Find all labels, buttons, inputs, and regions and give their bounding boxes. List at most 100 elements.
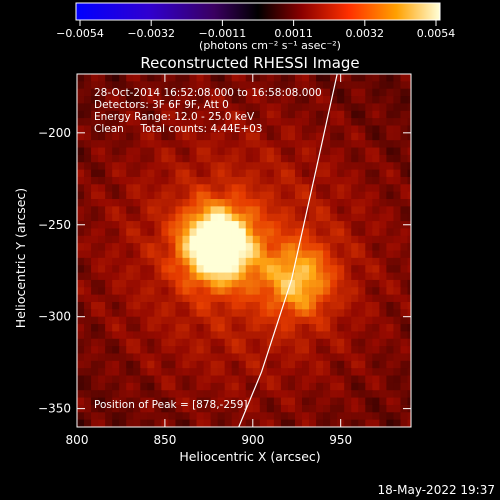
heatmap-cell bbox=[302, 301, 310, 310]
heatmap-cell bbox=[119, 265, 127, 274]
heatmap-cell bbox=[294, 360, 303, 369]
heatmap-cell bbox=[168, 301, 177, 310]
heatmap-cell bbox=[280, 125, 289, 134]
heatmap-cell bbox=[182, 147, 191, 156]
heatmap-cell bbox=[245, 346, 254, 355]
heatmap-cell bbox=[224, 199, 233, 207]
heatmap-cell bbox=[245, 353, 254, 362]
heatmap-cell bbox=[133, 199, 141, 207]
heatmap-cell bbox=[147, 140, 155, 149]
heatmap-cell bbox=[287, 397, 296, 406]
heatmap-cell bbox=[379, 228, 387, 237]
heatmap-cell bbox=[196, 294, 205, 303]
heatmap-cell bbox=[323, 382, 331, 391]
heatmap-cell bbox=[91, 353, 99, 362]
heatmap-cell bbox=[372, 265, 380, 274]
heatmap-cell bbox=[323, 206, 331, 215]
heatmap-cell bbox=[365, 191, 373, 200]
heatmap-cell bbox=[238, 81, 247, 90]
heatmap-cell bbox=[98, 88, 106, 97]
heatmap-cell bbox=[273, 206, 282, 215]
heatmap-cell bbox=[344, 176, 352, 185]
heatmap-cell bbox=[400, 353, 409, 362]
heatmap-cell bbox=[168, 206, 177, 215]
heatmap-cell bbox=[182, 154, 191, 163]
heatmap-cell bbox=[259, 316, 268, 325]
heatmap-cell bbox=[77, 397, 85, 406]
heatmap-cell bbox=[386, 199, 395, 207]
heatmap-cell bbox=[386, 221, 395, 230]
heatmap-cell bbox=[238, 96, 247, 105]
heatmap-cell bbox=[168, 360, 177, 369]
heatmap-cell bbox=[393, 287, 402, 296]
heatmap-cell bbox=[351, 118, 359, 127]
heatmap-cell bbox=[231, 74, 240, 82]
heatmap-cell bbox=[266, 397, 275, 406]
heatmap-cell bbox=[393, 96, 402, 105]
heatmap-cell bbox=[393, 360, 402, 369]
heatmap-cell bbox=[344, 74, 352, 82]
heatmap-cell bbox=[316, 191, 324, 200]
heatmap-cell bbox=[337, 221, 345, 230]
heatmap-cell bbox=[147, 324, 155, 332]
heatmap-cell bbox=[231, 382, 240, 391]
heatmap-cell bbox=[84, 331, 92, 340]
heatmap-cell bbox=[407, 353, 411, 362]
heatmap-cell bbox=[280, 103, 289, 112]
heatmap-cell bbox=[245, 316, 254, 325]
heatmap-cell bbox=[266, 331, 275, 340]
heatmap-cell bbox=[203, 250, 212, 259]
heatmap-cell bbox=[358, 360, 366, 369]
heatmap-cell bbox=[259, 257, 268, 266]
heatmap-cell bbox=[196, 96, 205, 105]
heatmap-cell bbox=[168, 353, 177, 362]
heatmap-cell bbox=[358, 265, 366, 274]
heatmap-cell bbox=[210, 412, 219, 421]
heatmap-cell bbox=[238, 235, 247, 244]
heatmap-cell bbox=[189, 88, 198, 97]
heatmap-cell bbox=[77, 110, 85, 119]
x-tick-label: 850 bbox=[153, 433, 176, 447]
heatmap-cell bbox=[91, 338, 99, 347]
heatmap-cell bbox=[287, 368, 296, 377]
footer-timestamp: 18-May-2022 19:37 bbox=[378, 483, 495, 497]
heatmap-cell bbox=[210, 235, 219, 244]
heatmap-cell bbox=[238, 184, 247, 193]
heatmap-cell bbox=[379, 331, 387, 340]
heatmap-cell bbox=[231, 287, 240, 296]
heatmap-cell bbox=[393, 324, 402, 332]
heatmap-cell bbox=[379, 301, 387, 310]
heatmap-cell bbox=[161, 154, 170, 163]
heatmap-cell bbox=[302, 132, 310, 141]
heatmap-cell bbox=[393, 265, 402, 274]
heatmap-cell bbox=[358, 191, 366, 200]
heatmap-cell bbox=[126, 301, 134, 310]
heatmap-cell bbox=[365, 154, 373, 163]
heatmap-cell bbox=[259, 118, 268, 127]
heatmap-cell bbox=[210, 309, 219, 318]
heatmap-cell bbox=[105, 132, 113, 141]
heatmap-cell bbox=[294, 154, 303, 163]
heatmap-cell bbox=[91, 125, 99, 134]
heatmap-cell bbox=[224, 206, 233, 215]
heatmap-cell bbox=[238, 397, 247, 406]
heatmap-cell bbox=[119, 96, 127, 105]
heatmap-cell bbox=[154, 206, 162, 215]
heatmap-cell bbox=[77, 279, 85, 288]
heatmap-cell bbox=[112, 110, 120, 119]
heatmap-cell bbox=[294, 81, 303, 90]
heatmap-cell bbox=[316, 118, 324, 127]
heatmap-cell bbox=[351, 147, 359, 156]
heatmap-cell bbox=[189, 103, 198, 112]
heatmap-cell bbox=[372, 331, 380, 340]
heatmap-cell bbox=[379, 132, 387, 141]
heatmap-cell bbox=[344, 228, 352, 237]
heatmap-cell bbox=[323, 353, 331, 362]
heatmap-cell bbox=[98, 250, 106, 259]
heatmap-cell bbox=[84, 162, 92, 171]
heatmap-cell bbox=[302, 191, 310, 200]
heatmap-cell bbox=[168, 272, 177, 281]
heatmap-cell bbox=[112, 169, 120, 178]
heatmap-cell bbox=[91, 132, 99, 141]
heatmap-cell bbox=[168, 118, 177, 127]
